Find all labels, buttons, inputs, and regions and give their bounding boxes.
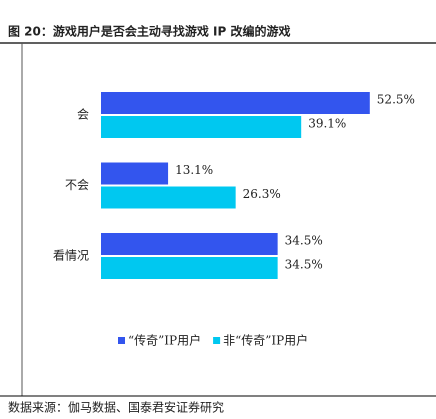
bar: [101, 233, 278, 255]
bar: [101, 92, 370, 114]
value-label: 39.1%: [308, 117, 346, 131]
source: 数据来源：伽马数据、国泰君安证券研究: [8, 400, 224, 415]
value-label: 34.5%: [285, 234, 323, 248]
legend-label: 非“传奇”IP用户: [223, 333, 308, 348]
chart-title: 图 20：游戏用户是否会主动寻找游戏 IP 改编的游戏: [8, 24, 291, 39]
legend-label: “传奇”IP用户: [128, 333, 201, 348]
legend-swatch: [118, 337, 125, 344]
bar: [101, 116, 302, 138]
value-label: 34.5%: [285, 258, 323, 272]
bar: [101, 257, 278, 279]
y-tick-label: 不会: [65, 178, 89, 192]
y-tick-label: 看情况: [53, 249, 89, 263]
bar: [101, 162, 169, 185]
legend-swatch: [213, 337, 221, 344]
bar: [101, 186, 236, 209]
y-tick-label: 会: [77, 108, 89, 122]
value-label: 13.1%: [175, 163, 213, 177]
value-label: 26.3%: [243, 187, 281, 201]
value-label: 52.5%: [377, 93, 415, 107]
